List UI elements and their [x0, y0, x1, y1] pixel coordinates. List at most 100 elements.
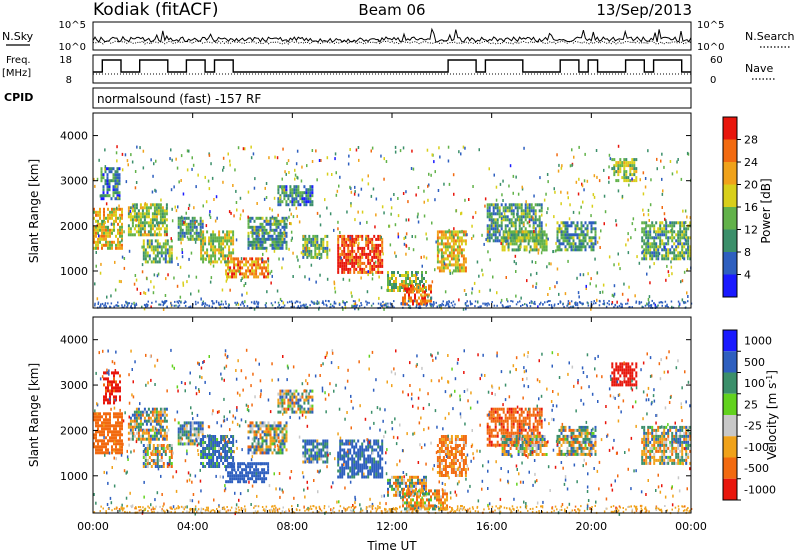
data-cell	[647, 236, 650, 240]
near-range-cell	[117, 305, 120, 307]
data-cell	[488, 230, 491, 234]
data-cell	[166, 251, 169, 255]
data-cell	[420, 287, 422, 291]
data-cell	[588, 221, 591, 225]
data-cell	[301, 392, 304, 396]
scatter-cell	[654, 242, 657, 246]
data-cell	[377, 261, 380, 265]
data-cell	[273, 216, 276, 220]
data-cell	[117, 451, 119, 455]
scatter-cell	[337, 227, 339, 231]
data-cell	[97, 424, 99, 428]
data-cell	[115, 243, 117, 247]
scatter-cell	[367, 182, 370, 186]
scatter-cell	[670, 229, 672, 232]
data-cell	[337, 258, 340, 262]
data-cell	[490, 212, 493, 216]
data-cell	[570, 245, 573, 249]
data-cell	[206, 254, 209, 258]
data-cell	[155, 221, 158, 225]
data-cell	[297, 398, 300, 402]
data-cell	[671, 224, 674, 228]
data-cell	[249, 445, 252, 449]
data-cell	[283, 228, 286, 232]
scatter-cell	[589, 282, 591, 286]
near-range-cell	[254, 302, 256, 305]
scatter-cell	[587, 229, 589, 233]
scatter-cell	[180, 179, 182, 182]
data-cell	[677, 239, 680, 243]
data-cell	[308, 234, 311, 238]
scatter-cell	[658, 252, 661, 256]
data-cell	[436, 251, 439, 255]
scatter-cell	[244, 147, 246, 151]
data-cell	[679, 227, 682, 231]
scatter-cell	[326, 156, 329, 160]
data-cell	[510, 203, 513, 207]
near-range-cell	[631, 306, 633, 309]
data-cell	[562, 224, 565, 228]
scatter-cell	[420, 255, 422, 259]
data-cell	[643, 257, 646, 261]
scatter-cell	[496, 291, 498, 295]
scatter-cell	[449, 271, 451, 275]
data-cell	[93, 246, 95, 250]
data-cell	[253, 272, 256, 276]
scatter-cell	[608, 255, 611, 259]
data-cell	[97, 418, 99, 422]
data-cell	[564, 221, 567, 225]
scatter-cell	[581, 230, 583, 234]
data-cell	[395, 277, 397, 280]
data-cell	[412, 290, 414, 294]
near-range-cell	[354, 300, 356, 303]
data-cell	[111, 448, 113, 452]
data-cell	[212, 230, 215, 234]
data-cell	[237, 263, 240, 267]
data-cell	[139, 416, 142, 420]
data-cell	[444, 242, 447, 246]
data-cell	[214, 444, 217, 447]
scatter-cell	[649, 265, 651, 269]
data-cell	[103, 395, 105, 399]
data-cell	[512, 239, 515, 243]
data-cell	[635, 167, 638, 171]
scatter-cell	[285, 172, 287, 176]
data-cell	[318, 243, 321, 247]
data-cell	[367, 252, 370, 256]
data-cell	[291, 191, 294, 195]
data-cell	[517, 230, 520, 234]
data-cell	[273, 433, 276, 437]
data-cell	[214, 257, 217, 261]
data-cell	[283, 401, 286, 405]
near-range-cell	[382, 300, 384, 303]
data-cell	[514, 224, 517, 228]
data-cell	[361, 270, 364, 274]
data-cell	[232, 248, 235, 252]
near-range-cell	[621, 305, 623, 308]
data-cell	[131, 434, 134, 438]
scatter-cell	[192, 163, 195, 167]
data-cell	[185, 216, 188, 220]
data-cell	[200, 450, 203, 453]
data-cell	[218, 447, 221, 450]
data-cell	[155, 218, 158, 222]
near-range-cell	[322, 300, 324, 303]
near-range-cell	[432, 301, 435, 303]
data-cell	[164, 242, 167, 246]
data-cell	[265, 427, 268, 431]
scatter-cell	[617, 189, 620, 193]
data-cell	[105, 448, 107, 452]
scatter-cell	[421, 296, 423, 300]
data-cell	[314, 234, 317, 238]
data-cell	[183, 442, 186, 446]
data-cell	[627, 179, 630, 183]
data-cell	[492, 212, 495, 216]
data-cell	[265, 275, 268, 279]
data-cell	[259, 222, 262, 226]
scatter-cell	[186, 235, 189, 239]
data-cell	[137, 410, 140, 414]
scatter-cell	[210, 276, 213, 280]
scatter-cell	[179, 295, 182, 299]
data-cell	[201, 421, 204, 425]
data-cell	[216, 239, 219, 243]
